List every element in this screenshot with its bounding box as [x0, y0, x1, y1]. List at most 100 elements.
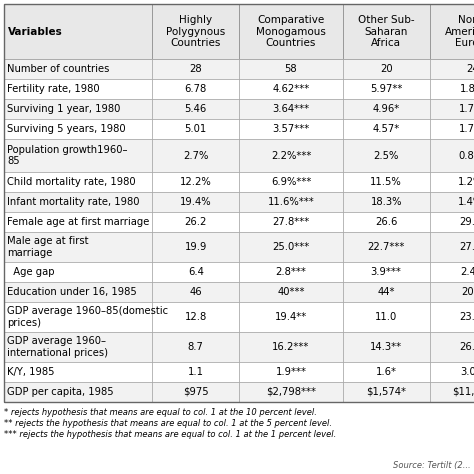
- Text: 6.78: 6.78: [185, 84, 207, 94]
- Bar: [239, 212, 343, 232]
- Bar: [343, 262, 429, 282]
- Bar: [343, 282, 429, 302]
- Text: Source: Tertilt (2...: Source: Tertilt (2...: [393, 461, 471, 470]
- Text: 16.2***: 16.2***: [272, 342, 310, 352]
- Text: GDP average 1960–85(domestic
prices): GDP average 1960–85(domestic prices): [7, 306, 168, 328]
- Text: 4.62***: 4.62***: [273, 84, 310, 94]
- Text: 2.7%: 2.7%: [183, 151, 209, 161]
- Text: 40***: 40***: [277, 287, 305, 297]
- Text: 1.84*: 1.84*: [459, 84, 474, 94]
- Text: 19.4%: 19.4%: [180, 197, 211, 207]
- Text: Surviving 5 years, 1980: Surviving 5 years, 1980: [7, 124, 126, 134]
- Bar: [429, 282, 474, 302]
- Bar: [429, 79, 474, 99]
- Text: North
America/W
Europe: North America/W Europe: [445, 15, 474, 48]
- Bar: [153, 302, 239, 332]
- Bar: [429, 172, 474, 192]
- Text: Number of countries: Number of countries: [7, 64, 109, 74]
- Text: 27.8***: 27.8***: [273, 217, 310, 227]
- Bar: [4, 119, 153, 139]
- Bar: [4, 232, 153, 262]
- Bar: [343, 332, 429, 362]
- Bar: [239, 302, 343, 332]
- Text: 26.2: 26.2: [184, 217, 207, 227]
- Text: K/Y, 1985: K/Y, 1985: [7, 367, 55, 377]
- Bar: [343, 172, 429, 192]
- Bar: [343, 302, 429, 332]
- Bar: [153, 79, 239, 99]
- Text: 1.6*: 1.6*: [376, 367, 397, 377]
- Text: 2.2%***: 2.2%***: [271, 151, 311, 161]
- Text: ** rejects the hypothesis that means are equal to col. 1 at the 5 percent level.: ** rejects the hypothesis that means are…: [4, 419, 332, 428]
- Bar: [153, 332, 239, 362]
- Bar: [153, 4, 239, 59]
- Bar: [239, 119, 343, 139]
- Bar: [429, 59, 474, 79]
- Bar: [429, 99, 474, 119]
- Bar: [4, 282, 153, 302]
- Bar: [4, 59, 153, 79]
- Text: 19.9: 19.9: [184, 242, 207, 252]
- Text: 28: 28: [190, 64, 202, 74]
- Text: 5.01: 5.01: [185, 124, 207, 134]
- Text: Fertility rate, 1980: Fertility rate, 1980: [7, 84, 100, 94]
- Text: $11,950: $11,950: [452, 387, 474, 397]
- Text: 5.46: 5.46: [185, 104, 207, 114]
- Text: *** rejects the hypothesis that means are equal to col. 1 at the 1 percent level: *** rejects the hypothesis that means ar…: [4, 430, 336, 439]
- Text: Female age at first marriage: Female age at first marriage: [7, 217, 149, 227]
- Text: 1.76*: 1.76*: [459, 124, 474, 134]
- Text: 3.57***: 3.57***: [273, 124, 310, 134]
- Text: 11.6%***: 11.6%***: [268, 197, 314, 207]
- Text: Child mortality rate, 1980: Child mortality rate, 1980: [7, 177, 136, 187]
- Bar: [429, 382, 474, 402]
- Text: $1,574*: $1,574*: [366, 387, 406, 397]
- Bar: [239, 4, 343, 59]
- Text: Other Sub-
Saharan
Africa: Other Sub- Saharan Africa: [358, 15, 414, 48]
- Text: Male age at first
marriage: Male age at first marriage: [7, 236, 89, 258]
- Bar: [153, 59, 239, 79]
- Bar: [343, 192, 429, 212]
- Text: 1.9***: 1.9***: [275, 367, 307, 377]
- Bar: [239, 59, 343, 79]
- Text: Age gap: Age gap: [7, 267, 55, 277]
- Bar: [4, 172, 153, 192]
- Bar: [239, 362, 343, 382]
- Text: 2.4**: 2.4**: [460, 267, 474, 277]
- Text: 14.3**: 14.3**: [370, 342, 402, 352]
- Bar: [4, 139, 153, 172]
- Text: 4.57*: 4.57*: [373, 124, 400, 134]
- Text: 22.7***: 22.7***: [367, 242, 405, 252]
- Text: Comparative
Monogamous
Countries: Comparative Monogamous Countries: [256, 15, 326, 48]
- Bar: [429, 4, 474, 59]
- Text: 20**: 20**: [462, 287, 474, 297]
- Bar: [153, 99, 239, 119]
- Bar: [4, 4, 153, 59]
- Text: 3.64***: 3.64***: [273, 104, 310, 114]
- Bar: [239, 382, 343, 402]
- Text: 4.96*: 4.96*: [373, 104, 400, 114]
- Text: 18.3%: 18.3%: [371, 197, 402, 207]
- Text: 44*: 44*: [377, 287, 395, 297]
- Bar: [343, 232, 429, 262]
- Bar: [239, 192, 343, 212]
- Bar: [4, 362, 153, 382]
- Text: 11.0: 11.0: [375, 312, 397, 322]
- Text: 27.1*: 27.1*: [459, 242, 474, 252]
- Bar: [153, 172, 239, 192]
- Bar: [429, 139, 474, 172]
- Bar: [343, 79, 429, 99]
- Bar: [239, 99, 343, 119]
- Text: Infant mortality rate, 1980: Infant mortality rate, 1980: [7, 197, 139, 207]
- Text: 46: 46: [190, 287, 202, 297]
- Text: 23.0*: 23.0*: [459, 312, 474, 322]
- Text: 3.9***: 3.9***: [371, 267, 401, 277]
- Bar: [153, 262, 239, 282]
- Text: 58: 58: [285, 64, 297, 74]
- Bar: [239, 172, 343, 192]
- Text: 11.5%: 11.5%: [370, 177, 402, 187]
- Bar: [4, 4, 474, 402]
- Text: 1.2%*: 1.2%*: [458, 177, 474, 187]
- Bar: [239, 332, 343, 362]
- Bar: [153, 119, 239, 139]
- Text: * rejects hypothesis that means are equal to col. 1 at the 10 percent level.: * rejects hypothesis that means are equa…: [4, 408, 317, 417]
